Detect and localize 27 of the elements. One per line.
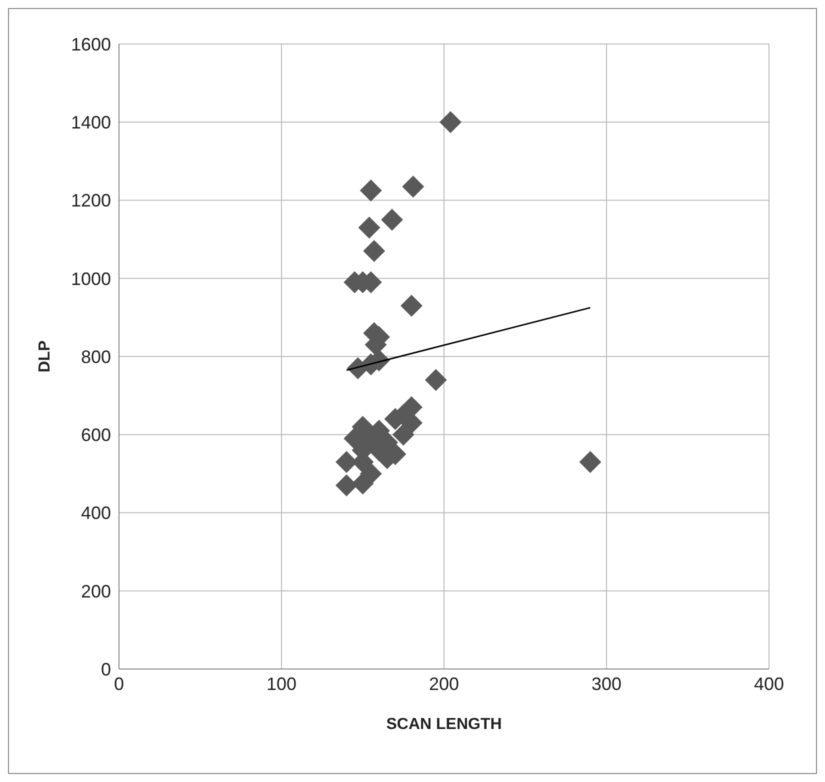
- y-tick-label: 600: [80, 425, 111, 446]
- point: [400, 294, 422, 317]
- x-tick-label: 100: [266, 674, 297, 694]
- y-tick-label: 200: [80, 581, 111, 602]
- y-tick-label: 1000: [70, 268, 111, 289]
- y-tick-label: 1200: [70, 190, 111, 211]
- point: [579, 450, 602, 473]
- x-axis-title: SCAN LENGTH: [386, 716, 502, 733]
- point: [358, 216, 380, 239]
- point: [392, 424, 414, 446]
- y-tick-label: 800: [80, 346, 111, 367]
- point: [381, 208, 403, 231]
- y-tick-label: 1600: [70, 34, 111, 54]
- y-tick-label: 0: [100, 659, 111, 680]
- x-tick-label: 300: [591, 674, 622, 694]
- point: [424, 368, 447, 391]
- point: [440, 111, 462, 134]
- y-tick-label: 400: [80, 503, 111, 524]
- point: [360, 179, 382, 202]
- x-tick-label: 0: [114, 674, 124, 694]
- y-tick-label: 1400: [70, 112, 111, 133]
- y-axis-title: DLP: [36, 340, 54, 372]
- x-tick-label: 400: [754, 674, 784, 694]
- point: [402, 176, 424, 198]
- x-tick-label: 200: [428, 674, 460, 694]
- point: [336, 474, 358, 496]
- point: [363, 240, 386, 262]
